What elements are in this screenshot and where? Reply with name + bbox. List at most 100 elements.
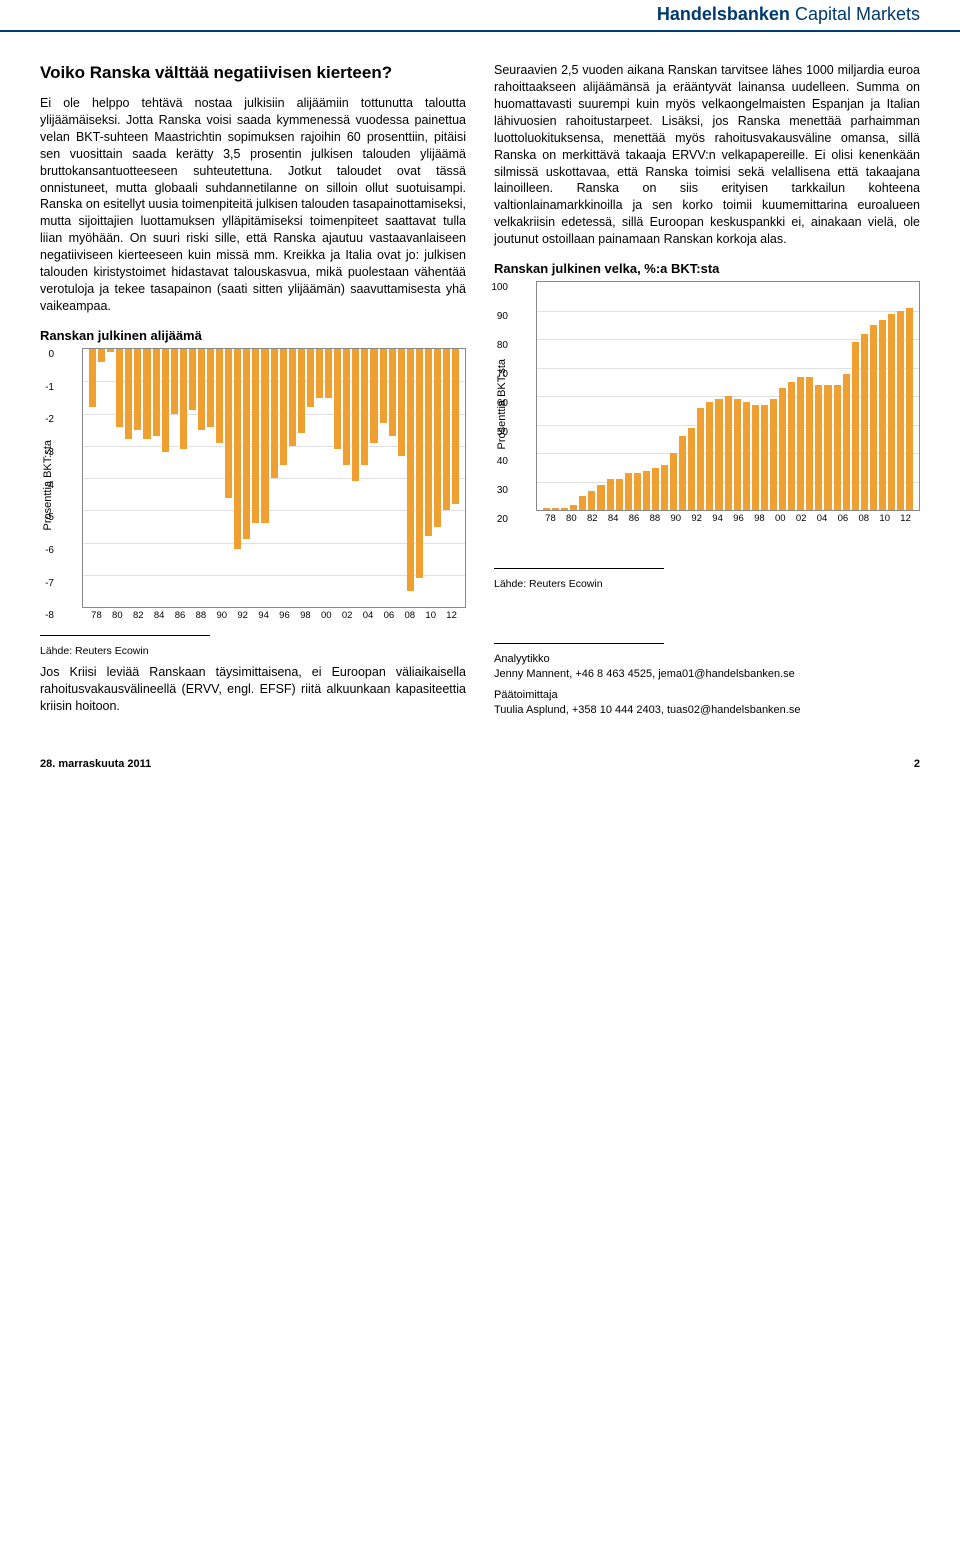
chart2-ytick: 20 (482, 513, 508, 527)
chart1-bar (361, 349, 368, 465)
chart2-bar (815, 385, 822, 510)
chart2-xtick: 84 (603, 513, 624, 526)
chart2-bar (543, 508, 550, 511)
left-closing: Jos Kriisi leviää Ranskaan täysimittaise… (40, 664, 466, 715)
chart2-bar (897, 311, 904, 511)
chart1-xtick: 96 (274, 610, 295, 623)
chart2-bar (906, 308, 913, 510)
chart1-bar (380, 349, 387, 423)
chart1-bar (325, 349, 332, 397)
chart2-ytick: 60 (482, 397, 508, 411)
left-column: Voiko Ranska välttää negatiivisen kierte… (40, 62, 466, 723)
chart1-xtick: 00 (316, 610, 337, 623)
chart1-bar (398, 349, 405, 455)
chart2-xtick: 96 (728, 513, 749, 526)
chart2-bar (797, 377, 804, 511)
chart2-bar (588, 491, 595, 511)
chart2-bar (652, 468, 659, 511)
chart2-xtick: 98 (749, 513, 770, 526)
chart2-xtick: 80 (561, 513, 582, 526)
chart1-bar (125, 349, 132, 439)
chart2-ytick: 90 (482, 310, 508, 324)
divider-right-1 (494, 568, 664, 569)
chart1-bar (189, 349, 196, 410)
chart1: Prosenttia BKT:sta 0-1-2-3-4-5-6-7-8 788… (40, 348, 466, 623)
chart1-xtick: 92 (232, 610, 253, 623)
chart1-bar (316, 349, 323, 397)
chart2-xtick: 00 (770, 513, 791, 526)
chart1-xtick: 90 (211, 610, 232, 623)
brand-light: Capital Markets (795, 4, 920, 24)
chart2-bar (561, 508, 568, 511)
chart2-xtick: 10 (874, 513, 895, 526)
left-closing-p: Jos Kriisi leviää Ranskaan täysimittaise… (40, 664, 466, 715)
chart1-bar (207, 349, 214, 426)
chart2-bar (888, 314, 895, 511)
chart1-xtick: 10 (420, 610, 441, 623)
chart1-bar (198, 349, 205, 430)
chart2-bar (725, 396, 732, 510)
chart2-bar (697, 408, 704, 511)
chart2-xtick: 82 (582, 513, 603, 526)
divider-right-2 (494, 643, 664, 644)
chart1-bar (261, 349, 268, 523)
chart1-xtick: 12 (441, 610, 462, 623)
right-paragraph: Seuraavien 2,5 vuoden aikana Ranskan tar… (494, 62, 920, 248)
chart2-bar (570, 505, 577, 511)
right-body: Seuraavien 2,5 vuoden aikana Ranskan tar… (494, 62, 920, 248)
chart2-ytick: 40 (482, 455, 508, 469)
right-column: Seuraavien 2,5 vuoden aikana Ranskan tar… (494, 62, 920, 723)
chart1-bar (443, 349, 450, 510)
chart2-bar (788, 382, 795, 510)
chart2-bar (761, 405, 768, 510)
chart2-xtick: 78 (540, 513, 561, 526)
chart2-bar (607, 479, 614, 510)
editor-value: Tuulia Asplund, +358 10 444 2403, tuas02… (494, 703, 920, 718)
chart1-ytick: -3 (28, 446, 54, 460)
chart1-xtick: 94 (253, 610, 274, 623)
chart1-bar (171, 349, 178, 414)
chart2-xtick: 94 (707, 513, 728, 526)
chart1-bar (89, 349, 96, 407)
chart2-bar (679, 436, 686, 510)
article-title: Voiko Ranska välttää negatiivisen kierte… (40, 62, 466, 85)
chart1-xtick: 84 (149, 610, 170, 623)
chart2-title: Ranskan julkinen velka, %:a BKT:sta (494, 260, 920, 278)
chart1-xtick: 08 (399, 610, 420, 623)
chart1-bar (180, 349, 187, 449)
chart2-xtick: 04 (812, 513, 833, 526)
chart2-bar (661, 465, 668, 511)
chart2-bar (552, 508, 559, 511)
chart1-xticks: 788082848688909294969800020406081012 (82, 608, 466, 623)
chart1-bar (452, 349, 459, 504)
chart1-bar (425, 349, 432, 536)
chart1-bar (407, 349, 414, 591)
chart2-yticks: 1009080706050403020 (482, 281, 508, 526)
chart2-source: Lähde: Reuters Ecowin (494, 577, 920, 591)
chart1-bar (352, 349, 359, 481)
chart2-bar (670, 453, 677, 510)
chart1-ytick: -8 (28, 609, 54, 623)
chart2-bar (597, 485, 604, 511)
chart1-xtick: 88 (190, 610, 211, 623)
chart2-ytick: 50 (482, 426, 508, 440)
spacer2 (494, 597, 920, 631)
chart1-bar (143, 349, 150, 439)
chart1-bar (252, 349, 259, 523)
chart2-bar (870, 325, 877, 510)
chart1-xtick: 78 (86, 610, 107, 623)
chart1-bar (289, 349, 296, 446)
chart2-ytick: 70 (482, 368, 508, 382)
chart1-source: Lähde: Reuters Ecowin (40, 644, 466, 658)
divider-left (40, 635, 210, 636)
chart2-xtick: 02 (791, 513, 812, 526)
chart2-ytick: 30 (482, 484, 508, 498)
chart2-bar (715, 399, 722, 510)
chart2-frame (536, 281, 920, 511)
chart1-bar (389, 349, 396, 436)
chart1-bar (162, 349, 169, 452)
chart1-bar (434, 349, 441, 526)
chart1-bar (225, 349, 232, 497)
chart1-bar (343, 349, 350, 465)
chart2-bar (688, 428, 695, 511)
